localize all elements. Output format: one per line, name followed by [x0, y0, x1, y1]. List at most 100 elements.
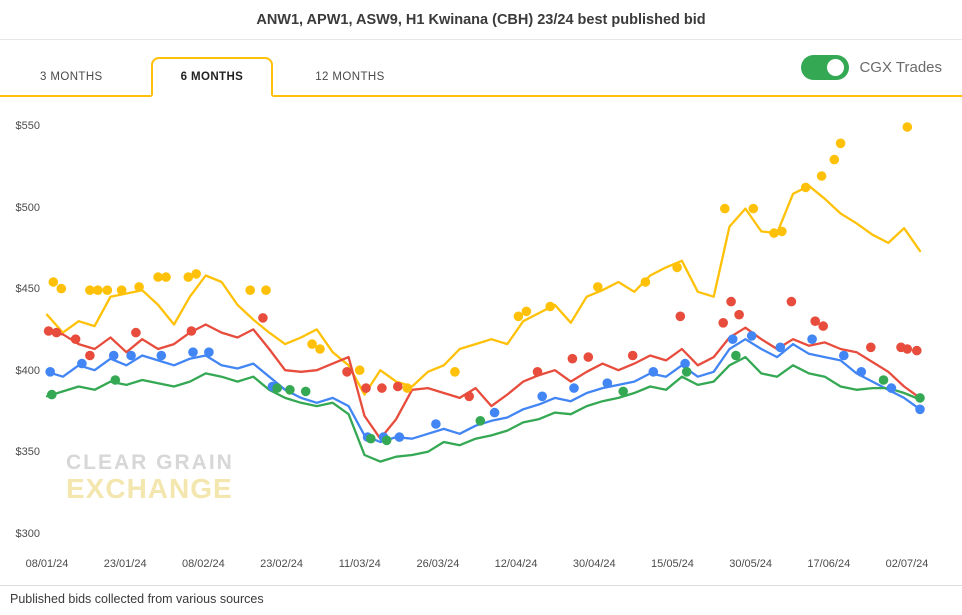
blue-trades-point — [188, 347, 198, 358]
blue-trades-point — [886, 383, 897, 393]
blue-trades-point — [856, 367, 867, 377]
blue-trades-point — [569, 383, 579, 393]
green-trades-point — [285, 385, 295, 395]
yellow-trades-point — [85, 285, 95, 296]
red-trades-point — [583, 352, 594, 362]
tab-3-months[interactable]: 3 MONTHS — [40, 71, 103, 83]
yellow-trades-point — [402, 383, 413, 393]
blue-line — [45, 338, 922, 444]
green-trades-point — [366, 433, 376, 444]
red-trades-point — [258, 313, 268, 323]
x-tick-label: 02/07/24 — [885, 558, 929, 570]
cgx-trades-control: CGX Trades — [801, 55, 942, 80]
blue-trades-point — [602, 378, 613, 389]
red-trades-point — [912, 345, 922, 356]
red-trades-point — [810, 316, 820, 327]
red-trades-point — [186, 326, 197, 336]
x-tick-label: 08/02/24 — [181, 558, 225, 570]
red-trades-point — [902, 344, 913, 354]
x-tick-label: 30/04/24 — [572, 558, 616, 570]
yellow-trades-point — [134, 282, 144, 292]
cgx-toggle-label: CGX Trades — [859, 59, 942, 76]
watermark: CLEAR GRAIN EXCHANGE — [66, 452, 234, 503]
blue-trades-point — [746, 331, 757, 341]
yellow-trades-point — [153, 272, 163, 282]
yellow-trades-point — [777, 226, 787, 237]
tab-6-months[interactable]: 6 MONTHS — [150, 57, 274, 97]
yellow-trades-point — [769, 228, 779, 238]
green-trades-point — [878, 375, 889, 385]
red-trades-point — [627, 350, 638, 361]
yellow-trades-point — [48, 277, 59, 287]
blue-trades-point — [156, 350, 167, 361]
y-tick-label: $500 — [15, 201, 40, 214]
header: ANW1, APW1, ASW9, H1 Kwinana (CBH) 23/24… — [0, 0, 962, 40]
red-trades-point — [464, 391, 475, 402]
page-title: ANW1, APW1, ASW9, H1 Kwinana (CBH) 23/24… — [256, 11, 706, 28]
price-chart — [0, 99, 962, 585]
yellow-trades-point — [720, 203, 730, 214]
red-trades-point — [786, 296, 797, 307]
yellow-trades-point — [102, 285, 113, 296]
watermark-line2: EXCHANGE — [66, 473, 233, 504]
red-trades-point — [361, 383, 371, 393]
footer-divider — [0, 585, 962, 586]
yellow-trades-point — [835, 138, 846, 149]
blue-trades-point — [839, 350, 849, 361]
blue-trades-point — [108, 350, 119, 361]
x-tick-label: 30/05/24 — [729, 558, 773, 570]
tab-12-months[interactable]: 12 MONTHS — [315, 71, 385, 83]
blue-trades-point — [489, 407, 500, 418]
red-trades-point — [866, 342, 876, 353]
red-trades-point — [718, 318, 728, 328]
yellow-trades-point — [354, 365, 365, 376]
blue-trades-point — [537, 391, 547, 402]
red-trades-point — [726, 296, 736, 307]
red-trades-point — [393, 381, 403, 392]
watermark-line1: CLEAR GRAIN — [66, 451, 234, 474]
y-tick-label: $450 — [15, 283, 40, 296]
green-line — [45, 355, 922, 463]
yellow-trades-point — [902, 122, 913, 132]
yellow-trades-point — [513, 311, 524, 322]
yellow-trades-point — [93, 285, 103, 296]
yellow-trades-point — [800, 182, 811, 193]
blue-trades-point — [126, 350, 136, 361]
x-tick-label: 08/01/24 — [25, 558, 69, 570]
blue-trades-point — [727, 334, 738, 345]
red-trades-point — [43, 326, 54, 336]
green-trades-point — [110, 375, 121, 385]
yellow-trades-point — [640, 277, 651, 287]
yellow-trades-point — [191, 269, 201, 279]
red-trades-point — [131, 327, 141, 338]
blue-trades-point — [775, 342, 786, 353]
blue-trades-point — [807, 334, 817, 345]
red-trades-point — [734, 309, 744, 320]
period-tabs: 3 MONTHS 6 MONTHS 12 MONTHS — [0, 41, 962, 97]
yellow-trades-point — [829, 154, 840, 165]
blue-trades-point — [680, 358, 690, 369]
red-trades-point — [51, 327, 62, 338]
x-tick-label: 11/03/24 — [338, 558, 381, 570]
yellow-trades-point — [161, 272, 171, 282]
yellow-trades-point — [816, 171, 827, 181]
blue-trades-point — [915, 404, 925, 415]
cgx-toggle[interactable] — [801, 55, 850, 80]
red-trades-point — [377, 383, 387, 393]
yellow-trades-point — [521, 306, 532, 317]
red-trades-point — [675, 311, 686, 322]
red-trades-point — [70, 334, 81, 345]
green-trades-point — [475, 416, 486, 426]
yellow-trades-point — [315, 344, 325, 354]
x-tick-label: 23/02/24 — [260, 558, 303, 570]
red-trades-point — [567, 353, 578, 364]
green-trades-point — [681, 367, 692, 377]
yellow-trades-point — [245, 285, 255, 296]
yellow-trades-point — [672, 262, 682, 273]
x-tick-label: 26/03/24 — [416, 558, 460, 570]
blue-trades-point — [431, 419, 441, 429]
blue-trades-point — [394, 432, 405, 442]
red-trades-point — [532, 367, 543, 377]
